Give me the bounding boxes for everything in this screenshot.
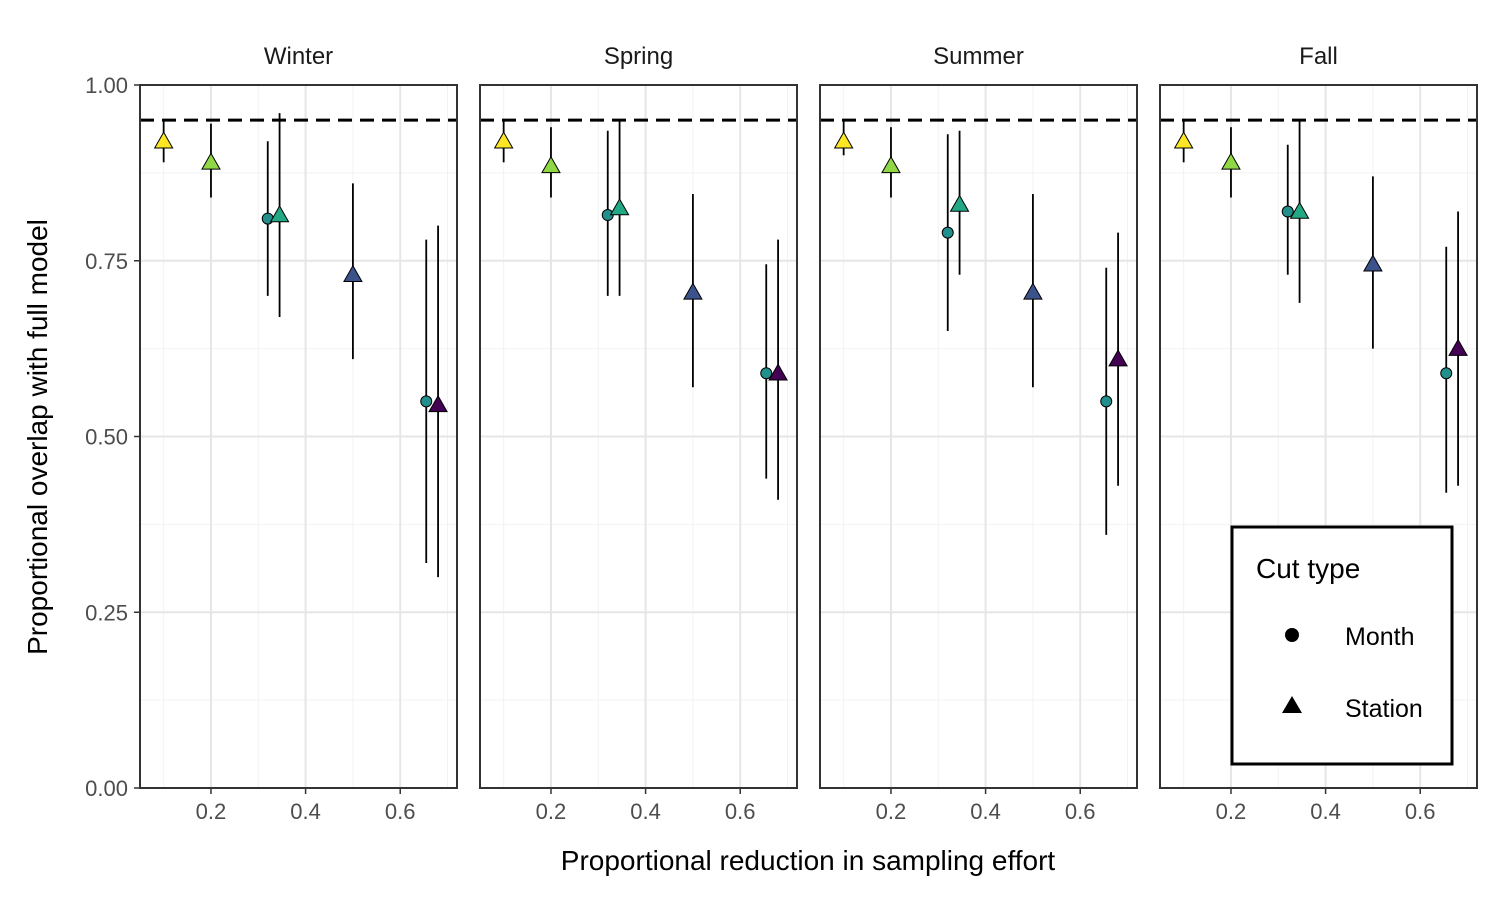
data-point-month [261, 212, 274, 225]
x-tick-label: 0.6 [725, 799, 756, 824]
facet-panel-summer: Summer 0.2 0.4 0.6 [819, 43, 1138, 824]
data-point-month [1100, 395, 1113, 408]
facet-strip-title: Fall [1299, 43, 1338, 70]
panel-border [1159, 84, 1478, 789]
legend-label-station: Station [1345, 695, 1423, 723]
data-point-station [1448, 338, 1468, 356]
y-tick-label: 1.00 [85, 73, 128, 98]
data-point-month [941, 226, 954, 239]
y-tick-label: 0.50 [85, 425, 128, 450]
data-point-station [1289, 201, 1310, 219]
x-axis-title: Proportional reduction in sampling effor… [561, 845, 1056, 876]
data-point-station [1108, 349, 1128, 367]
legend-circle-key [1285, 628, 1299, 642]
legend-triangle-key [1282, 696, 1302, 713]
x-tick-label: 0.4 [630, 799, 661, 824]
legend-box [1230, 525, 1454, 766]
data-point-station [609, 198, 630, 216]
x-tick-label: 0.2 [536, 799, 567, 824]
legend: Cut type Month Station [1230, 525, 1454, 766]
x-tick-label: 0.6 [1065, 799, 1096, 824]
x-tick-label: 0.2 [876, 799, 907, 824]
data-point-month [420, 395, 433, 408]
y-tick-label: 0.00 [85, 776, 128, 801]
data-point-station [1173, 131, 1194, 149]
data-point-month [1281, 205, 1294, 218]
data-point-station [541, 155, 561, 174]
y-tick-label: 0.75 [85, 249, 128, 274]
data-point-station [1221, 152, 1241, 170]
data-point-station [881, 155, 901, 174]
panel-border [819, 84, 1138, 789]
data-point-station [1023, 282, 1043, 300]
y-tick-label: 0.25 [85, 600, 128, 625]
data-point-station [683, 282, 703, 300]
data-point-station [493, 131, 514, 149]
x-tick-label: 0.2 [1216, 799, 1247, 824]
legend-title: Cut type [1256, 553, 1360, 584]
y-axis: 0.00 0.25 0.50 0.75 1.00 [85, 73, 140, 801]
data-point-station [269, 205, 290, 223]
facet-strip-title: Spring [604, 43, 673, 70]
data-point-station [201, 152, 221, 170]
data-point-station [833, 131, 854, 149]
x-tick-label: 0.4 [290, 799, 321, 824]
panel-border [479, 84, 798, 789]
x-tick-label: 0.4 [970, 799, 1001, 824]
facet-panel-winter: Winter 0.2 0.4 0.6 [139, 43, 458, 824]
x-tick-label: 0.6 [385, 799, 416, 824]
data-point-station [343, 264, 363, 283]
facet-strip-title: Summer [933, 43, 1024, 70]
x-tick-label: 0.2 [196, 799, 227, 824]
facet-panel-spring: Spring 0.2 0.4 0.6 [479, 43, 798, 824]
data-point-station [949, 194, 970, 212]
legend-label-month: Month [1345, 623, 1414, 651]
y-axis-title: Proportional overlap with full model [22, 219, 53, 655]
data-point-station [428, 394, 448, 413]
x-tick-label: 0.4 [1310, 799, 1341, 824]
data-point-month [760, 367, 773, 380]
x-tick-label: 0.6 [1405, 799, 1436, 824]
data-point-station [768, 363, 788, 381]
data-point-station [1363, 254, 1383, 272]
facet-strip-title: Winter [264, 43, 333, 70]
data-point-station [153, 131, 174, 149]
data-point-month [1440, 367, 1453, 380]
